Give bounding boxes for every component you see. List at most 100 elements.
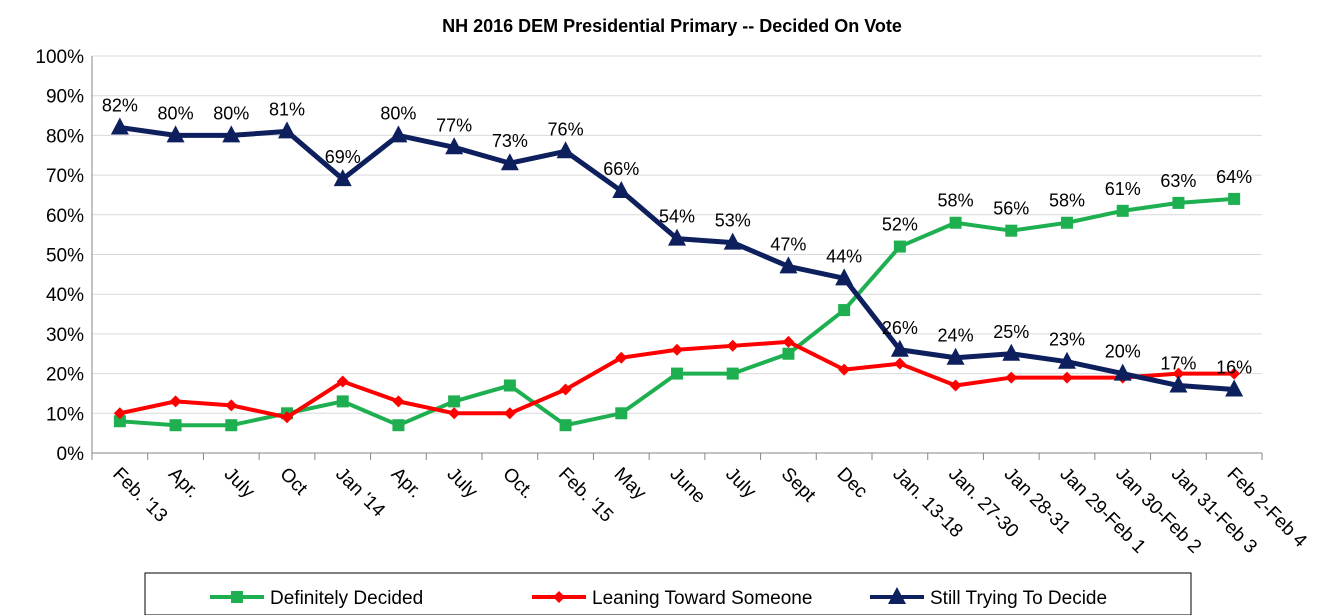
marker-diamond <box>225 399 238 412</box>
marker-triangle <box>888 587 906 604</box>
marker-square <box>1005 224 1018 237</box>
marker-diamond <box>1172 367 1185 380</box>
marker-triangle <box>110 117 129 135</box>
marker-diamond <box>726 339 739 352</box>
legend-label: Definitely Decided <box>270 588 423 609</box>
marker-diamond <box>1061 371 1073 384</box>
marker-square <box>1228 192 1241 205</box>
y-tick-label: 10% <box>46 404 84 425</box>
marker-triangle <box>389 125 408 143</box>
marker-triangle <box>612 180 631 198</box>
marker-diamond <box>1005 371 1018 384</box>
marker-square <box>392 419 405 432</box>
data-label: 44% <box>826 246 862 266</box>
legend: Definitely Decided Leaning Toward Someone… <box>144 572 1192 615</box>
y-tick-label: 100% <box>35 47 84 68</box>
data-label: 53% <box>715 211 751 231</box>
marker-square <box>448 395 461 408</box>
x-tick-label: July <box>443 464 482 503</box>
gridlines <box>92 55 1262 414</box>
marker-triangle <box>1058 351 1076 369</box>
data-label: 25% <box>993 322 1029 342</box>
data-label: 73% <box>492 131 528 151</box>
data-label: 23% <box>1049 330 1085 350</box>
data-label: 54% <box>659 207 695 227</box>
axes <box>91 56 1262 454</box>
data-label: 61% <box>1105 179 1141 199</box>
marker-triangle <box>556 141 575 159</box>
data-label: 82% <box>102 95 138 115</box>
marker-triangle <box>166 125 185 143</box>
data-label: 56% <box>993 199 1029 219</box>
marker-triangle <box>445 137 464 155</box>
data-label: 47% <box>770 234 806 254</box>
y-tick-label: 20% <box>46 365 84 386</box>
marker-triangle <box>946 347 965 365</box>
marker-square <box>949 216 962 229</box>
marker-triangle <box>890 339 909 357</box>
data-label: 64% <box>1216 167 1252 187</box>
marker-diamond <box>553 591 565 603</box>
data-label: 80% <box>213 103 249 123</box>
marker-diamond <box>503 407 516 420</box>
marker-diamond <box>949 379 962 392</box>
marker-diamond <box>448 407 461 420</box>
marker-diamond <box>893 357 906 370</box>
marker-square <box>838 304 851 317</box>
data-label: 52% <box>882 215 918 235</box>
data-label: 76% <box>548 119 584 139</box>
x-tick-label: Dec <box>833 464 872 503</box>
legend-box <box>144 572 1192 615</box>
x-tick-label: Apr. <box>387 464 426 503</box>
marker-square <box>1172 196 1185 209</box>
data-label: 58% <box>938 191 974 211</box>
marker-triangle <box>1113 363 1132 381</box>
marker-triangle <box>723 232 742 250</box>
x-tick-label: Feb. '13 <box>108 464 171 527</box>
legend-label: Leaning Toward Someone <box>592 588 812 609</box>
marker-triangle <box>1225 379 1244 397</box>
data-label: 58% <box>1049 191 1085 211</box>
marker-diamond <box>113 407 126 420</box>
marker-square <box>559 419 572 432</box>
marker-triangle <box>1169 375 1188 393</box>
y-tick-label: 80% <box>46 126 84 147</box>
marker-diamond <box>169 395 182 408</box>
marker-square <box>1116 204 1129 217</box>
marker-diamond <box>559 383 572 396</box>
data-label: 80% <box>158 103 194 123</box>
marker-diamond <box>615 351 628 364</box>
marker-triangle <box>222 125 241 143</box>
marker-triangle <box>1002 343 1021 361</box>
x-tick-label: Sept <box>777 464 820 507</box>
marker-square <box>503 379 516 392</box>
x-tick-label: Jan '14 <box>331 464 389 522</box>
x-tick-label: June <box>665 464 709 508</box>
data-label: 77% <box>436 115 472 135</box>
data-labels: 52% 58% 56% 58% 61% 63% 64% 82% 80% 80% 81% 69% 80% 7… <box>102 95 1252 377</box>
y-tick-label: 50% <box>46 246 84 267</box>
marker-triangle <box>278 121 296 139</box>
data-label: 66% <box>603 159 639 179</box>
marker-diamond <box>281 411 293 424</box>
data-label: 24% <box>938 326 974 346</box>
marker-square <box>671 367 683 380</box>
marker-triangle <box>668 228 686 246</box>
marker-square <box>1061 216 1073 229</box>
marker-diamond <box>392 395 405 408</box>
data-label: 63% <box>1160 171 1196 191</box>
x-tick-label: May <box>610 464 651 505</box>
series-definitely-decided <box>113 192 1241 432</box>
series-still-trying-to-decide <box>110 117 1244 397</box>
y-tick-label: 70% <box>46 166 84 187</box>
y-tick-label: 90% <box>46 87 84 108</box>
marker-diamond <box>782 335 795 348</box>
marker-triangle <box>333 169 352 187</box>
marker-diamond <box>336 375 349 388</box>
data-label: 16% <box>1216 357 1252 377</box>
data-label: 26% <box>882 318 918 338</box>
marker-square <box>169 419 182 432</box>
y-axis-ticks: 0% 10% 20% 30% 40% 50% 60% 70% 80% 90% 100% <box>35 47 84 465</box>
